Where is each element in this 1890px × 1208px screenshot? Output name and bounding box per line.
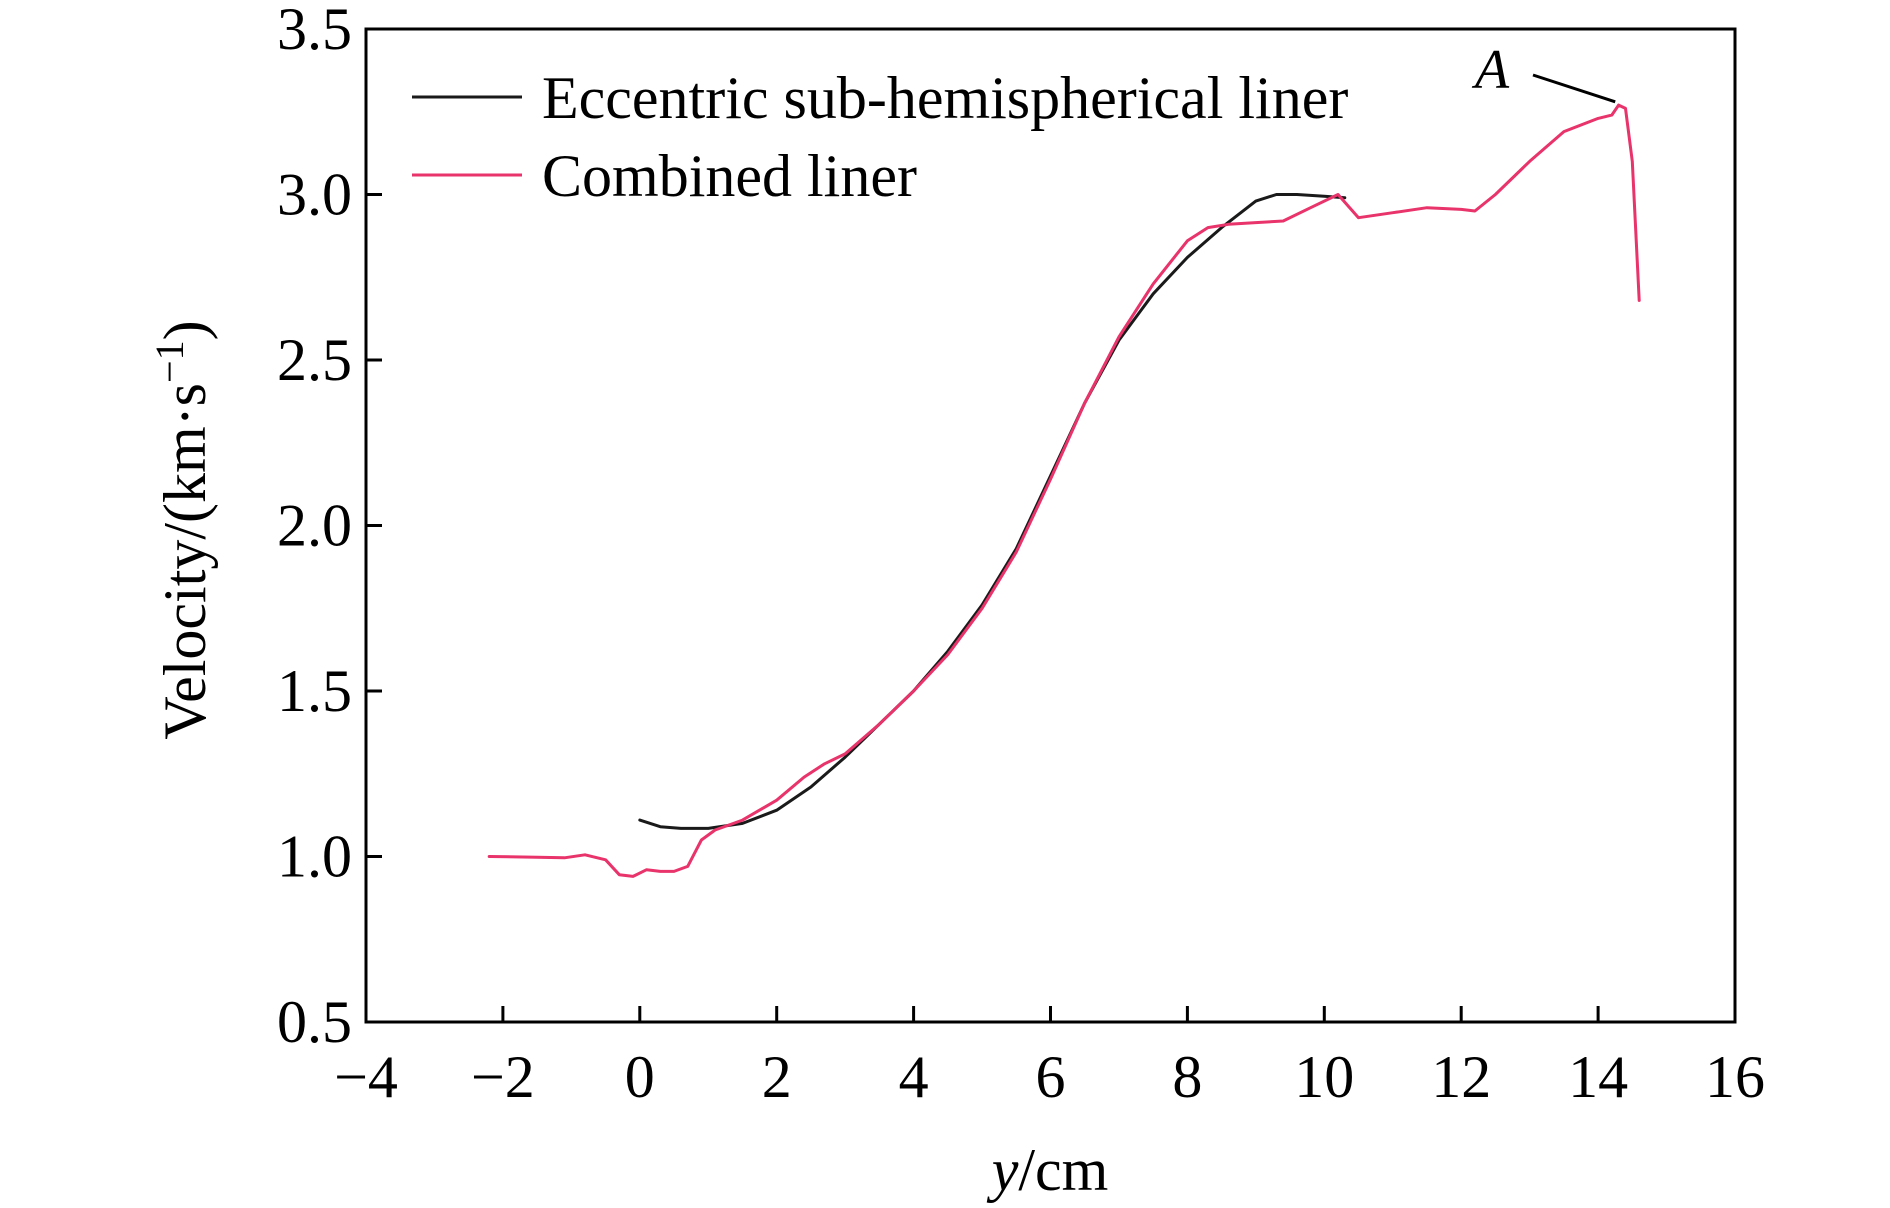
y-tick-label: 1.5 [277, 658, 352, 724]
legend: Eccentric sub-hemispherical liner Combine… [412, 65, 1348, 209]
x-axis-label: y/cm [986, 1137, 1109, 1203]
y-axis-label-main: Velocity/(km·s [152, 383, 218, 740]
x-axis-label-unit: /cm [1018, 1137, 1108, 1203]
legend-label: Combined liner [542, 143, 917, 209]
y-tick-label: 1.0 [277, 824, 352, 890]
y-axis-label-close: ) [152, 320, 218, 340]
axes: −4 −2 0 2 4 6 8 10 12 14 16 0.5 1.0 1.5 2.0 2.5 3.0 3.5 [277, 0, 1765, 1110]
x-tick-label: 12 [1431, 1044, 1491, 1110]
y-tick-label: 2.0 [277, 493, 352, 559]
annotation-label: A [1471, 39, 1510, 101]
annotation-leader [1532, 73, 1616, 104]
x-tick-label: 0 [625, 1044, 655, 1110]
y-tick-label: 3.5 [277, 0, 352, 62]
y-tick-label: 2.5 [277, 327, 352, 393]
legend-label: Eccentric sub-hemispherical liner [542, 65, 1348, 131]
labels-layer: y/cm Velocity/(km·s−1) [147, 320, 1108, 1203]
y-tick-label: 3.0 [277, 162, 352, 228]
x-tick-label: 8 [1172, 1044, 1202, 1110]
x-tick-label: 6 [1036, 1044, 1066, 1110]
x-tick-label: 10 [1294, 1044, 1354, 1110]
x-tick-label: 2 [762, 1044, 792, 1110]
y-axis-label: Velocity/(km·s−1) [147, 320, 218, 739]
series-line-eccentric [638, 193, 1347, 830]
series-layer [487, 103, 1641, 878]
x-tick-label: −2 [471, 1044, 535, 1110]
x-tick-label: 14 [1568, 1044, 1628, 1110]
x-axis-label-variable: y [986, 1137, 1019, 1203]
y-axis-label-superscript: −1 [147, 340, 192, 383]
x-tick-label: 4 [899, 1044, 929, 1110]
x-tick-label: −4 [334, 1044, 398, 1110]
y-tick-label: 0.5 [277, 989, 352, 1055]
series-line-combined [487, 103, 1641, 878]
annotation-layer: A [1471, 39, 1616, 104]
x-tick-label: 16 [1705, 1044, 1765, 1110]
